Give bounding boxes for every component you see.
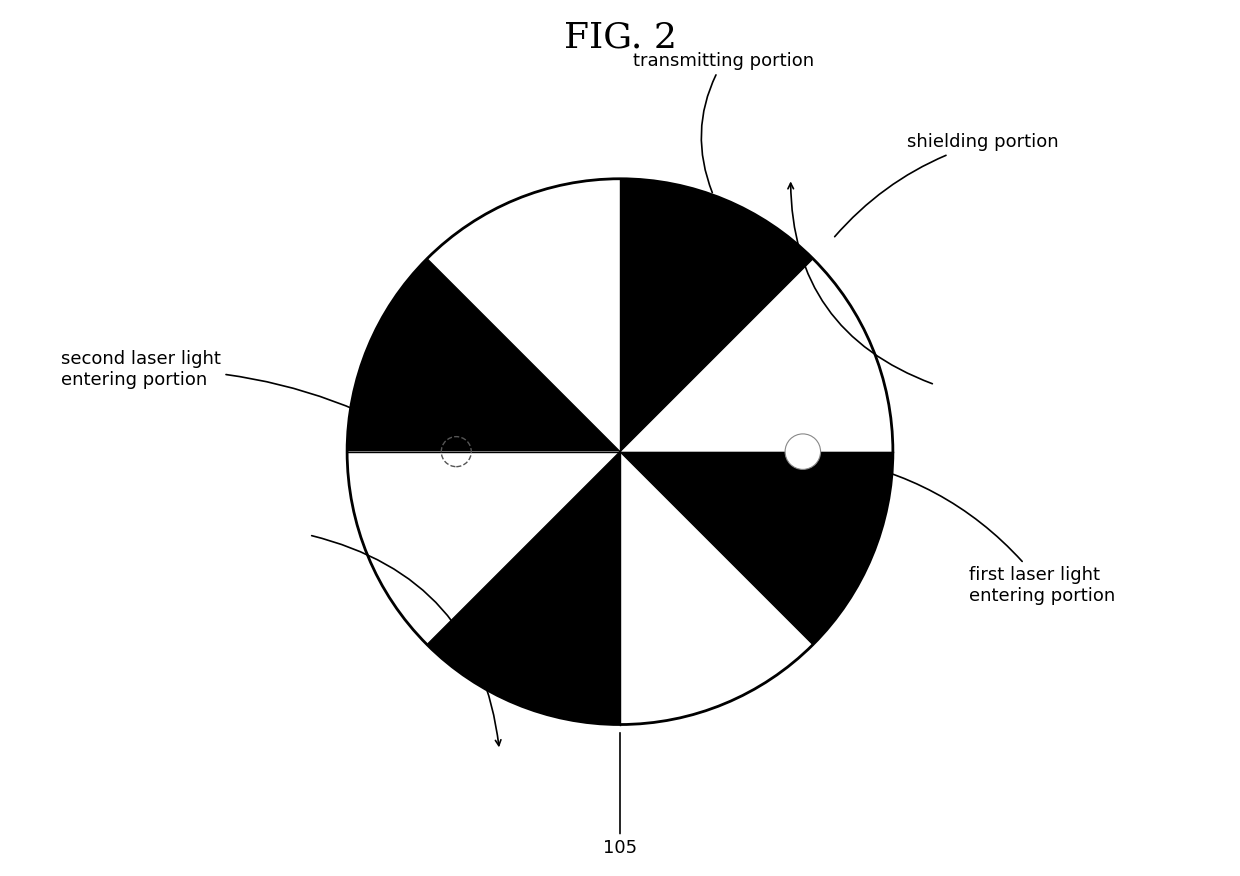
Circle shape bbox=[785, 434, 821, 470]
Wedge shape bbox=[427, 452, 620, 724]
Wedge shape bbox=[620, 452, 813, 724]
Text: FIG. 2: FIG. 2 bbox=[563, 20, 677, 54]
Wedge shape bbox=[620, 452, 893, 645]
Text: transmitting portion: transmitting portion bbox=[634, 52, 815, 193]
Text: first laser light
entering portion: first laser light entering portion bbox=[828, 457, 1116, 605]
Text: second laser light
entering portion: second laser light entering portion bbox=[61, 350, 434, 450]
Wedge shape bbox=[347, 452, 620, 645]
Wedge shape bbox=[620, 258, 893, 452]
Wedge shape bbox=[620, 179, 813, 452]
Text: 105: 105 bbox=[603, 732, 637, 857]
Wedge shape bbox=[427, 179, 620, 452]
Wedge shape bbox=[347, 258, 620, 452]
Text: shielding portion: shielding portion bbox=[835, 133, 1058, 237]
